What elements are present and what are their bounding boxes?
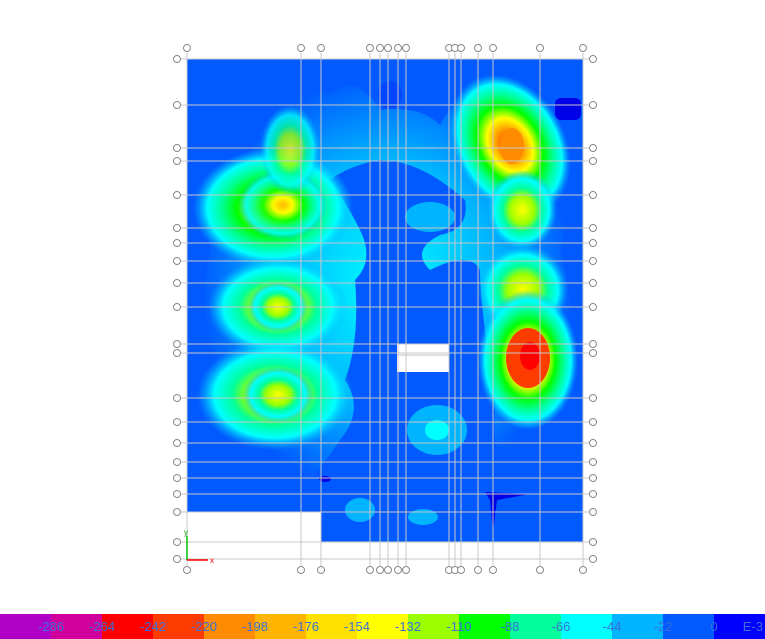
legend-swatch [0,614,51,639]
legend-tick-label: -44 [602,619,622,634]
legend-swatch: 0 E-3 [710,614,765,639]
low-spot [555,98,581,120]
axis-y-label: y [184,528,188,537]
legend-tick-label: -88 [500,619,520,634]
legend-tick-label: -220 [190,619,218,634]
axis-x-label: x [210,556,214,565]
slab-opening [397,344,449,372]
legend-tick-label: -242 [139,619,167,634]
contour-plot: y x [173,44,597,574]
legend-swatch: -154 [344,614,408,639]
legend-swatch: -220 [191,614,255,639]
legend-tick-label: -176 [292,619,320,634]
legend-tick-label: -22 [653,619,673,634]
legend-swatch: -176 [293,614,357,639]
legend-unit-label: E-3 [742,619,763,634]
legend-swatch: -110 [446,614,510,639]
legend-swatch: -132 [395,614,459,639]
grid-lines [181,53,589,566]
legend-tick-label: 0 [710,619,718,634]
legend-tick-label: -286 [37,619,65,634]
slab-cutout [187,512,321,543]
legend-swatch: -66 [552,614,612,639]
legend-tick-label: -198 [241,619,269,634]
legend-tick-label: -66 [551,619,571,634]
legend-tick-label: -264 [88,619,116,634]
color-legend: -286 -264 -242 -220 -198 -176 -154 -132 -110 -88-… [0,614,765,639]
legend-swatch: -44 [603,614,663,639]
legend-swatch: -198 [242,614,306,639]
legend-tick-label: -154 [343,619,371,634]
axis-triad: y x [184,528,214,565]
legend-swatch: -264 [89,614,153,639]
legend-swatch: -242 [140,614,204,639]
legend-swatch: -88 [501,614,561,639]
legend-swatch: -286 [38,614,102,639]
grid-bubbles [173,44,597,574]
legend-swatch: -22 [654,614,714,639]
legend-tick-label: -132 [394,619,422,634]
legend-tick-label: -110 [446,619,472,634]
